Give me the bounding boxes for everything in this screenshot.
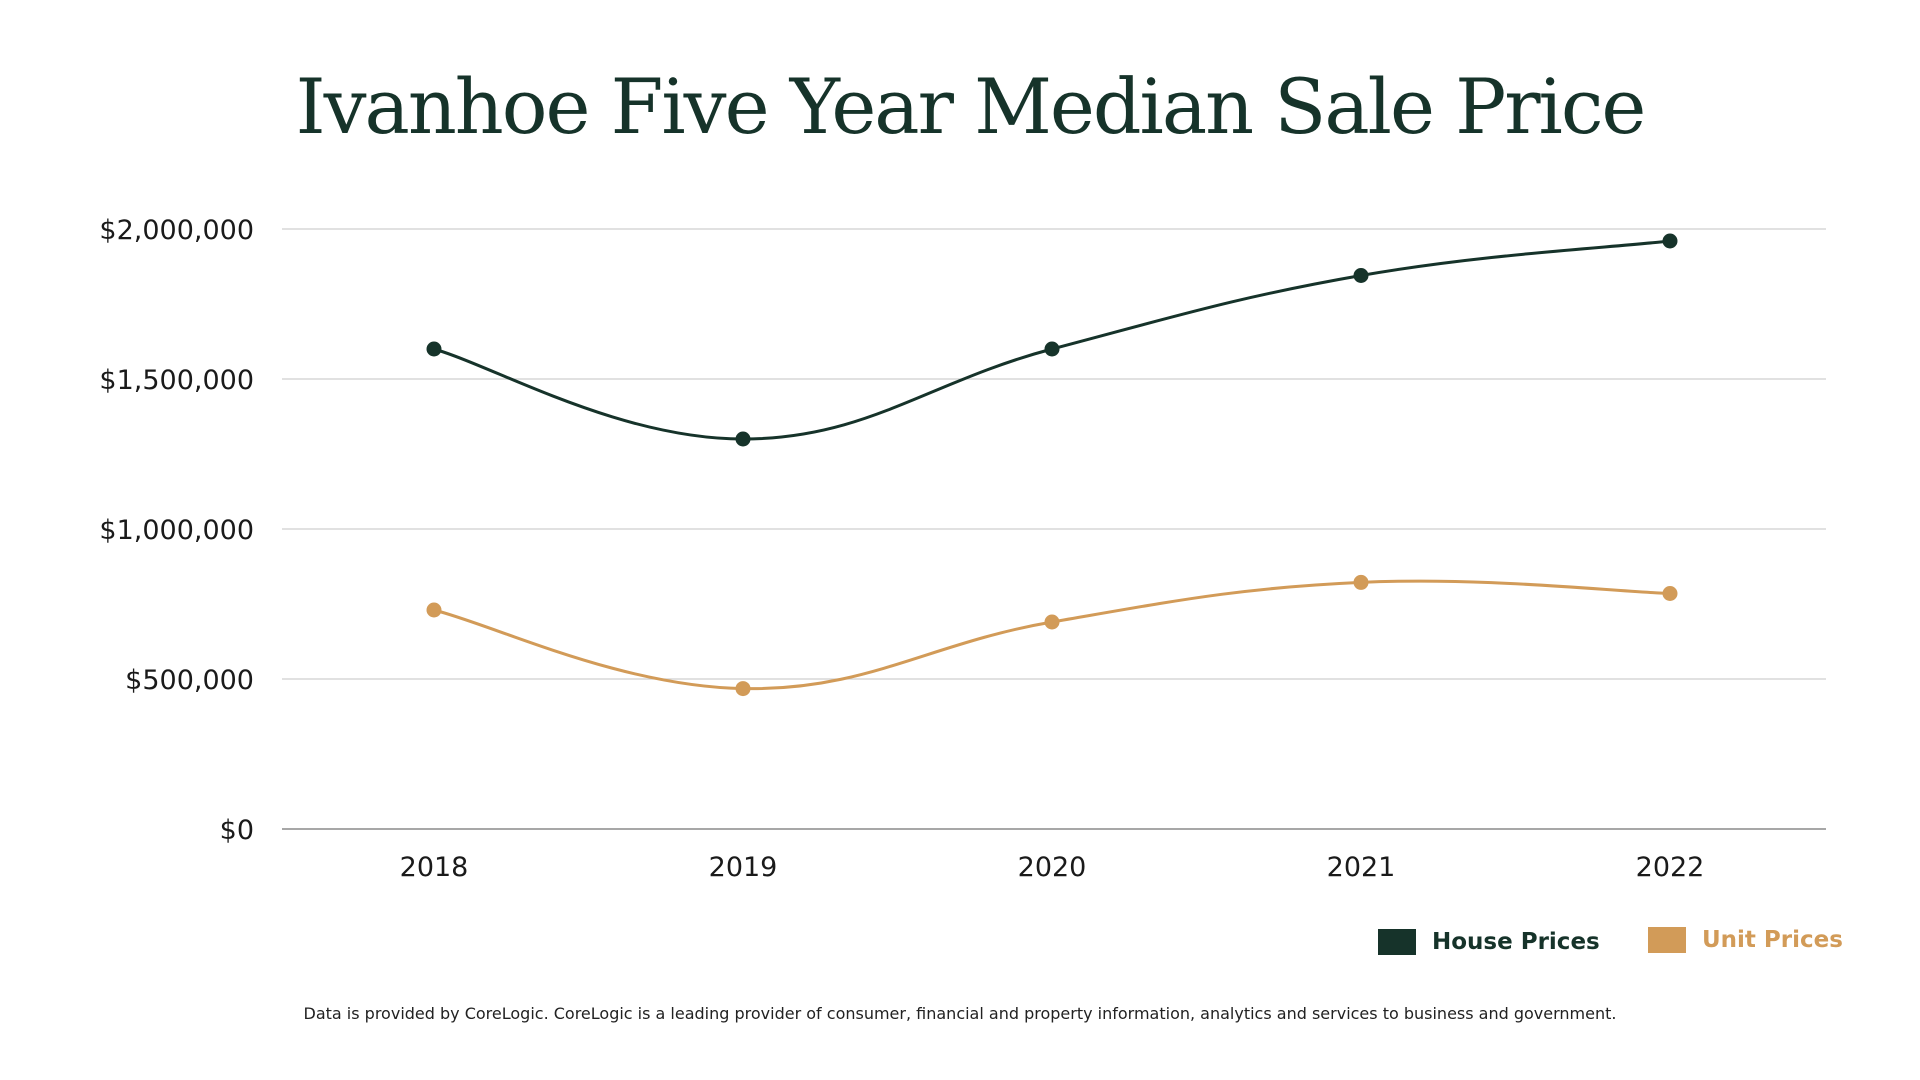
data-point-house	[1044, 341, 1060, 357]
y-tick-label: $500,000	[125, 665, 254, 696]
data-point-unit	[1353, 574, 1369, 590]
x-tick-label: 2018	[400, 852, 469, 883]
y-tick-label: $0	[220, 815, 254, 846]
data-point-house	[1353, 268, 1369, 283]
x-tick-label: 2020	[1018, 852, 1087, 883]
data-point-house	[426, 341, 442, 357]
x-tick-label: 2022	[1636, 852, 1705, 883]
series-line-house	[433, 239, 1671, 441]
data-point-unit	[1662, 586, 1678, 601]
legend-item-unit: Unit Prices	[1648, 927, 1843, 953]
legend-swatch-house	[1378, 929, 1416, 955]
data-source-footnote: Data is provided by CoreLogic. CoreLogic…	[303, 1004, 1617, 1023]
legend-label-house: House Prices	[1432, 929, 1600, 955]
data-point-unit	[735, 681, 751, 697]
data-point-house	[1662, 233, 1678, 249]
y-tick-label: $1,000,000	[99, 515, 254, 546]
y-tick-label: $1,500,000	[99, 365, 254, 396]
x-tick-label: 2019	[709, 852, 778, 883]
data-point-house	[735, 431, 751, 447]
legend-swatch-unit	[1648, 927, 1686, 953]
legend-label-unit: Unit Prices	[1702, 927, 1843, 953]
data-point-unit	[1044, 614, 1060, 630]
legend-item-house: House Prices	[1378, 929, 1600, 955]
data-point-unit	[426, 602, 442, 618]
series-line-unit	[433, 579, 1671, 691]
x-tick-label: 2021	[1327, 852, 1396, 883]
chart-title: Ivanhoe Five Year Median Sale Price	[295, 62, 1647, 151]
y-tick-label: $2,000,000	[99, 215, 254, 246]
